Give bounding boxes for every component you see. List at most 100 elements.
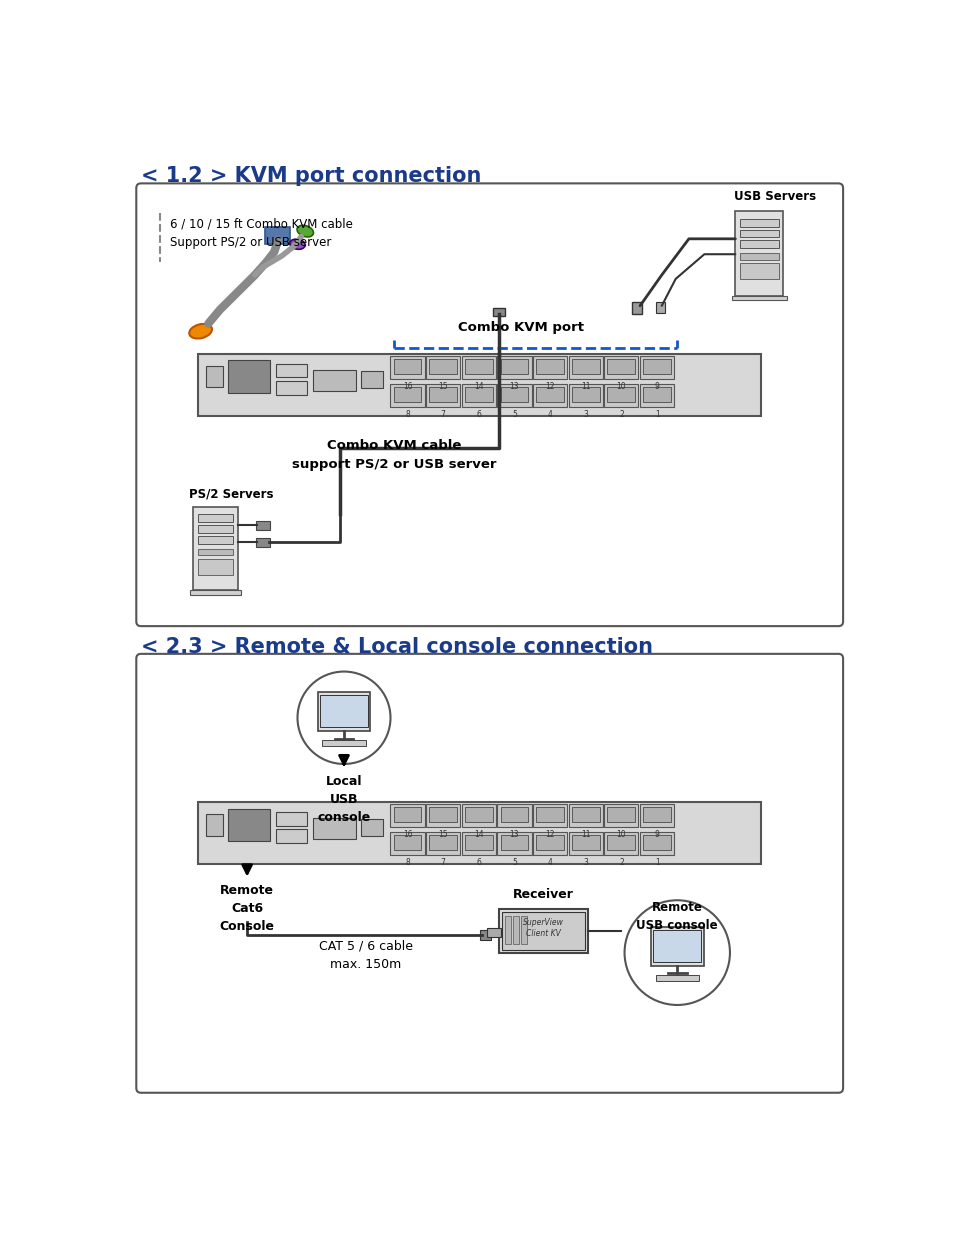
Bar [319,694,368,727]
Bar [500,835,528,851]
Text: 4: 4 [547,409,552,419]
Text: 9: 9 [654,830,659,840]
Text: 13: 13 [509,382,518,391]
Text: 6: 6 [476,409,480,419]
Bar [426,832,459,854]
Bar [735,211,782,296]
Text: Receiver: Receiver [512,888,573,901]
Text: 12: 12 [545,382,555,391]
Bar [568,832,602,854]
Bar [500,359,528,375]
Bar [604,804,638,827]
Bar [607,808,635,822]
Text: 14: 14 [474,830,483,840]
Bar [571,359,599,375]
Text: 2: 2 [618,409,623,419]
Text: 5: 5 [512,858,517,867]
Bar [275,381,307,395]
Bar [197,536,233,544]
Bar [255,520,270,530]
Text: 10: 10 [616,830,625,840]
Bar [390,804,424,827]
Bar [206,366,223,387]
Text: 4: 4 [547,858,552,867]
Bar [429,835,456,851]
Bar [568,804,602,827]
Bar [536,808,563,822]
Bar [461,832,496,854]
Bar [533,832,567,854]
Text: 3: 3 [582,409,588,419]
Text: CAT 5 / 6 cable
max. 150m: CAT 5 / 6 cable max. 150m [318,940,413,970]
Bar [642,808,670,822]
Bar [461,804,496,827]
Circle shape [624,900,729,1005]
Bar [360,820,382,836]
Ellipse shape [296,226,314,237]
Text: 6 / 10 / 15 ft Combo KVM cable
Support PS/2 or USB server: 6 / 10 / 15 ft Combo KVM cable Support P… [170,217,352,249]
Bar [650,927,703,965]
FancyBboxPatch shape [136,653,842,1092]
Bar [497,383,531,407]
Ellipse shape [189,324,212,339]
Bar [429,387,456,402]
Text: Remote
Cat6
Console: Remote Cat6 Console [219,884,274,933]
Bar [571,835,599,851]
Bar [653,930,700,962]
Text: PS/2 Servers: PS/2 Servers [189,487,274,501]
Bar [390,832,424,854]
Text: 10: 10 [616,382,625,391]
Bar [426,383,459,407]
Bar [394,387,421,402]
Text: < 2.3 > Remote & Local console connection: < 2.3 > Remote & Local console connectio… [141,637,652,657]
Bar [461,356,496,379]
Bar [275,364,307,377]
Text: 6: 6 [476,858,480,867]
Bar [464,387,493,402]
Text: 8: 8 [405,409,410,419]
Text: 16: 16 [402,382,412,391]
Bar [322,740,365,746]
Bar [568,356,602,379]
Bar [197,525,233,533]
Bar [568,383,602,407]
Text: Combo KVM cable
support PS/2 or USB server: Combo KVM cable support PS/2 or USB serv… [292,439,497,471]
Circle shape [297,672,390,764]
Bar [394,359,421,375]
Bar [198,354,760,416]
Bar [464,835,493,851]
Bar [497,804,531,827]
Bar [228,809,270,841]
Bar [533,804,567,827]
Bar [197,514,233,523]
Bar [639,804,674,827]
Bar [313,817,355,840]
Bar [317,693,370,731]
Text: 15: 15 [438,830,448,840]
Bar [390,356,424,379]
Bar [533,383,567,407]
Bar [533,356,567,379]
Bar [313,370,355,391]
Text: USB Servers: USB Servers [733,190,815,203]
Bar [642,387,670,402]
Bar [604,383,638,407]
Bar [497,356,531,379]
Text: SuperView: SuperView [522,919,563,927]
Bar [464,359,493,375]
Bar [497,832,531,854]
Bar [639,383,674,407]
Bar [464,808,493,822]
Bar [255,538,270,546]
Text: Client KV: Client KV [525,928,560,938]
Bar [394,808,421,822]
Text: 11: 11 [580,382,590,391]
Bar [607,359,635,375]
Bar [360,371,382,388]
Bar [394,835,421,851]
Text: 14: 14 [474,382,483,391]
Bar [500,808,528,822]
Text: 11: 11 [580,830,590,840]
Bar [486,928,500,937]
Bar [732,296,785,301]
